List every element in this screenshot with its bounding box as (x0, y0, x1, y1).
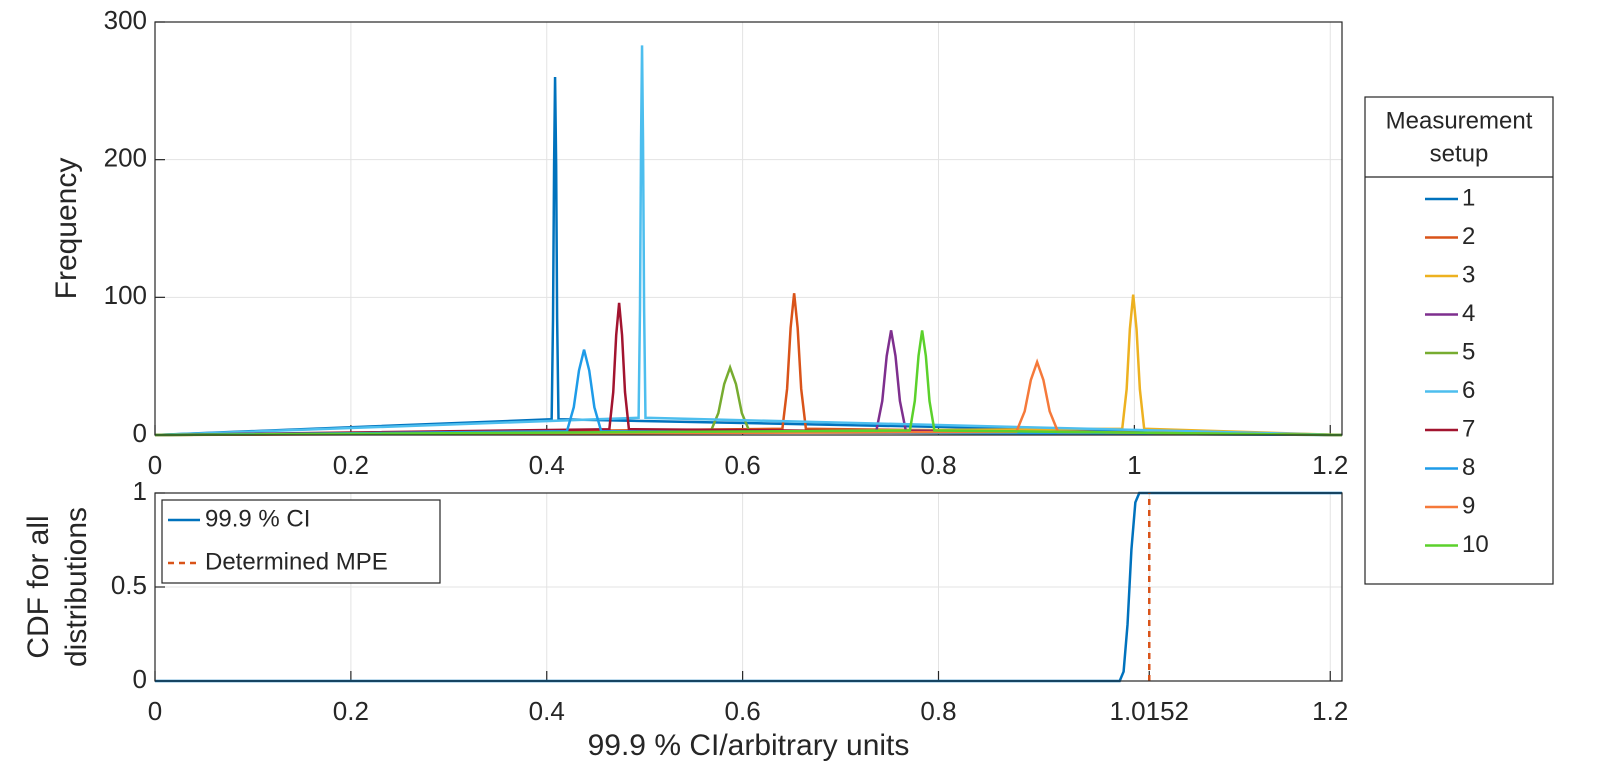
data-line (154, 363, 1343, 437)
x-tick-label: 1 (1127, 450, 1141, 480)
x-tick-label: 0.4 (529, 696, 565, 726)
legend-label: 6 (1462, 377, 1475, 404)
legend-label: 10 (1462, 531, 1489, 558)
x-tick-label: 0.6 (725, 450, 761, 480)
y-tick-label: 0 (133, 664, 147, 694)
legend-label: 4 (1462, 300, 1475, 327)
data-line (154, 302, 1343, 437)
data-line (154, 293, 1343, 437)
x-tick-label: 0 (148, 696, 162, 726)
data-line (154, 294, 1343, 437)
x-axis-label: 99.9 % CI/arbitrary units (588, 729, 910, 762)
x-tick-label: 1.0152 (1109, 696, 1189, 726)
legend-label: 7 (1462, 415, 1475, 442)
y-tick-label: 300 (104, 5, 147, 35)
y-axis-label: distributions (60, 507, 93, 667)
legend-label: 1 (1462, 184, 1475, 211)
data-line (155, 491, 1342, 683)
legend-label: 99.9 % CI (205, 505, 310, 532)
y-axis-label: CDF for all (22, 515, 55, 658)
x-tick-label: 1.2 (1312, 696, 1348, 726)
legend-title: Measurement (1386, 107, 1533, 134)
legend-box (161, 499, 441, 584)
x-tick-label: 0.2 (333, 450, 369, 480)
legend-box (1364, 96, 1554, 585)
y-tick-label: 200 (104, 143, 147, 173)
data-line (154, 330, 1343, 437)
legend-label: Determined MPE (205, 548, 388, 575)
x-tick-label: 0.4 (529, 450, 565, 480)
x-tick-label: 0 (148, 450, 162, 480)
axes-box (154, 21, 1343, 436)
data-line (154, 77, 1343, 437)
y-tick-label: 0.5 (111, 570, 147, 600)
legend-label: 8 (1462, 454, 1475, 481)
legend-label: 9 (1462, 492, 1475, 519)
legend-label: 3 (1462, 261, 1475, 288)
x-tick-label: 0.8 (920, 450, 956, 480)
x-tick-label: 0.8 (920, 696, 956, 726)
y-axis-label: Frequency (50, 158, 83, 300)
x-tick-label: 0.2 (333, 696, 369, 726)
data-line (154, 358, 1343, 437)
y-tick-label: 1 (133, 476, 147, 506)
x-tick-label: 1.2 (1312, 450, 1348, 480)
axes-box (154, 492, 1343, 682)
y-tick-label: 100 (104, 280, 147, 310)
legend-label: 5 (1462, 338, 1475, 365)
data-line (154, 45, 1343, 437)
plot-area (155, 22, 1342, 435)
x-tick-label: 0.6 (725, 696, 761, 726)
legend-title: setup (1430, 140, 1489, 167)
y-tick-label: 0 (133, 418, 147, 448)
legend-label: 2 (1462, 223, 1475, 250)
data-line (154, 330, 1343, 437)
data-line (154, 349, 1343, 437)
